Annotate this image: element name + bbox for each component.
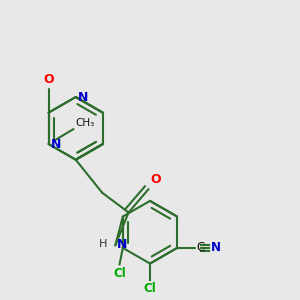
Text: Cl: Cl (113, 267, 126, 280)
Text: N: N (211, 242, 221, 254)
Text: CH₃: CH₃ (75, 118, 94, 128)
Text: C: C (196, 242, 204, 254)
Text: Cl: Cl (144, 282, 156, 295)
Text: H: H (99, 239, 107, 249)
Text: O: O (150, 173, 160, 186)
Text: O: O (43, 73, 54, 85)
Text: N: N (117, 238, 128, 251)
Text: N: N (51, 137, 62, 151)
Text: N: N (78, 91, 89, 103)
